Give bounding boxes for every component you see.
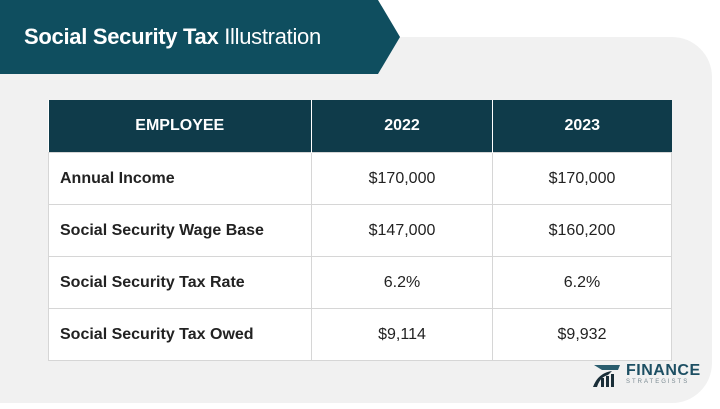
table-row: Annual Income $170,000 $170,000 — [48, 152, 672, 205]
table-row: Social Security Tax Owed $9,114 $9,932 — [48, 308, 672, 361]
table-cell: $170,000 — [492, 152, 672, 205]
row-label: Social Security Wage Base — [48, 204, 312, 257]
logo-bars-icon — [593, 365, 620, 387]
table-cell: $9,932 — [492, 308, 672, 361]
header-row: EMPLOYEE 2022 2023 — [48, 100, 672, 153]
title-bold: Social Security Tax — [24, 24, 219, 49]
page-title: Social Security Tax Illustration — [24, 24, 321, 50]
table-cell: 6.2% — [492, 256, 672, 309]
finance-strategists-logo: FINANCE STRATEGISTS — [592, 361, 701, 387]
header-cell: 2023 — [492, 100, 672, 153]
table-cell: $147,000 — [311, 204, 493, 257]
table-cell: 6.2% — [311, 256, 493, 309]
tax-table: EMPLOYEE 2022 2023 Annual Income $170,00… — [48, 100, 672, 361]
table-cell: $170,000 — [311, 152, 493, 205]
header-cell: EMPLOYEE — [48, 100, 312, 153]
logo-subtext: STRATEGISTS — [626, 379, 690, 385]
header-cell: 2022 — [311, 100, 493, 153]
row-label: Annual Income — [48, 152, 312, 205]
logo-text: FINANCE — [626, 362, 701, 379]
title-banner: Social Security Tax Illustration — [0, 0, 400, 74]
table-cell: $9,114 — [311, 308, 493, 361]
title-light: Illustration — [224, 24, 321, 49]
table-cell: $160,200 — [492, 204, 672, 257]
row-label: Social Security Tax Owed — [48, 308, 312, 361]
table-row: Social Security Wage Base $147,000 $160,… — [48, 204, 672, 257]
table-row: Social Security Tax Rate 6.2% 6.2% — [48, 256, 672, 309]
row-label: Social Security Tax Rate — [48, 256, 312, 309]
